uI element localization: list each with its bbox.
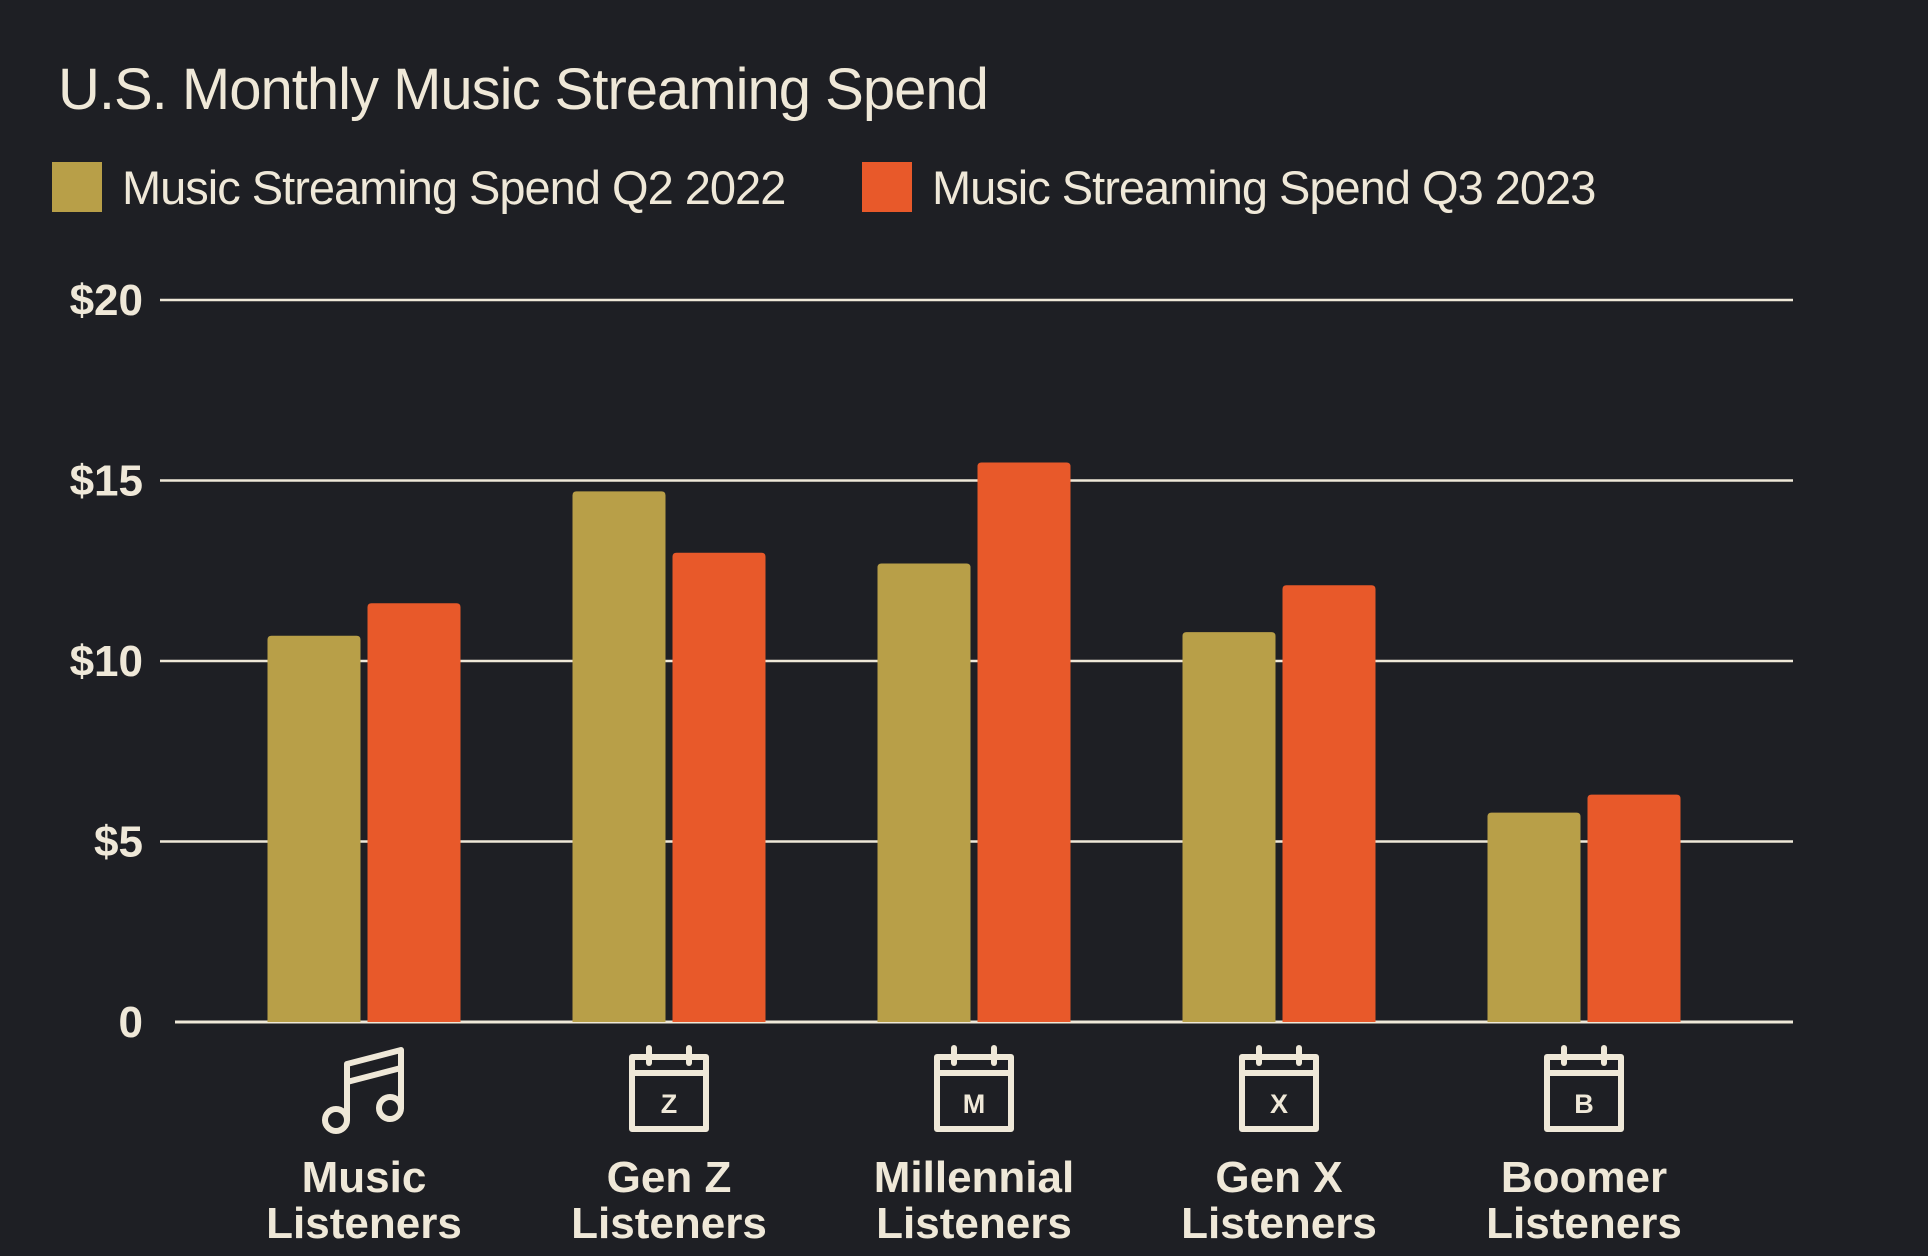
y-tick-label-0: 0 — [119, 998, 143, 1047]
y-tick-label-5: $5 — [94, 818, 143, 867]
x-tick-label-music-listeners-line-1: Music — [302, 1153, 427, 1202]
x-tick-label-gen-x-listeners-line-2: Listeners — [1181, 1199, 1377, 1248]
legend-label-q2-2022: Music Streaming Spend Q2 2022 — [122, 160, 786, 214]
bar-gen-z-listeners-music-streaming-spend-q3-2023 — [672, 552, 766, 1022]
x-tick-label-gen-x-listeners-line-1: Gen X — [1215, 1153, 1342, 1202]
x-tick-label-boomer-listeners-line-2: Listeners — [1486, 1199, 1682, 1248]
bars — [267, 462, 1681, 1023]
calendar-letter-b: B — [1574, 1089, 1594, 1119]
x-tick-label-millennial-listeners-line-1: Millennial — [874, 1153, 1074, 1202]
calendar-icon-b: B — [1544, 1045, 1624, 1132]
calendar-icon-z: Z — [629, 1045, 709, 1132]
calendar-icon-m: M — [934, 1045, 1014, 1132]
x-tick-label-gen-z-listeners-line-1: Gen Z — [607, 1153, 732, 1202]
y-tick-label-10: $10 — [70, 637, 143, 686]
legend-swatch-q3-2023 — [862, 162, 912, 212]
calendar-letter-x: X — [1270, 1089, 1288, 1119]
bar-millennial-listeners-music-streaming-spend-q2-2022 — [877, 563, 971, 1022]
bar-millennial-listeners-music-streaming-spend-q3-2023 — [977, 462, 1071, 1022]
calendar-letter-z: Z — [661, 1089, 678, 1119]
bar-gen-x-listeners-music-streaming-spend-q2-2022 — [1182, 632, 1276, 1022]
x-tick-label-millennial-listeners-line-2: Listeners — [876, 1199, 1072, 1248]
y-tick-label-15: $15 — [70, 457, 143, 506]
legend-swatch-q2-2022 — [52, 162, 102, 212]
x-tick-label-gen-z-listeners-line-2: Listeners — [571, 1199, 767, 1248]
calendar-icon-x: X — [1239, 1045, 1319, 1132]
bar-gen-z-listeners-music-streaming-spend-q2-2022 — [572, 491, 666, 1023]
legend-label-q3-2023: Music Streaming Spend Q3 2023 — [932, 160, 1596, 214]
chart-title: U.S. Monthly Music Streaming Spend — [58, 57, 989, 122]
x-tick-label-boomer-listeners-line-1: Boomer — [1501, 1153, 1667, 1202]
calendar-letter-m: M — [963, 1089, 986, 1119]
legend-item-q3-2023: Music Streaming Spend Q3 2023 — [862, 160, 1596, 214]
bar-boomer-listeners-music-streaming-spend-q2-2022 — [1487, 812, 1581, 1022]
legend-item-q2-2022: Music Streaming Spend Q2 2022 — [52, 160, 786, 214]
music-note-icon — [322, 1047, 404, 1134]
bar-boomer-listeners-music-streaming-spend-q3-2023 — [1587, 794, 1681, 1022]
bar-music-listeners-music-streaming-spend-q3-2023 — [367, 603, 461, 1022]
x-tick-label-music-listeners-line-2: Listeners — [266, 1199, 462, 1248]
y-axis-ticks: 0 $5 $10 $15 $20 — [70, 276, 143, 1047]
bar-gen-x-listeners-music-streaming-spend-q3-2023 — [1282, 585, 1376, 1022]
y-tick-label-20: $20 — [70, 276, 143, 325]
bar-music-listeners-music-streaming-spend-q2-2022 — [267, 635, 361, 1022]
